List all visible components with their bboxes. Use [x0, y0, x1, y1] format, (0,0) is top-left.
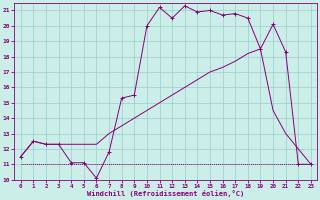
X-axis label: Windchill (Refroidissement éolien,°C): Windchill (Refroidissement éolien,°C)	[87, 190, 244, 197]
